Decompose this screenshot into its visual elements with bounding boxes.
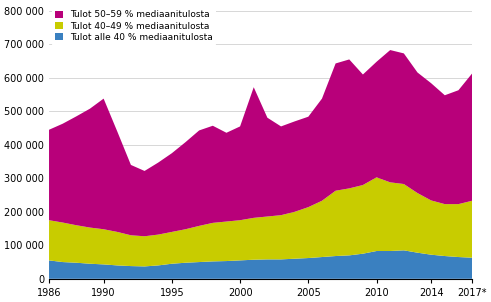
Legend: Tulot 50–59 % mediaanitulosta, Tulot 40–49 % mediaanitulosta, Tulot alle 40 % me: Tulot 50–59 % mediaanitulosta, Tulot 40–… xyxy=(52,7,216,46)
